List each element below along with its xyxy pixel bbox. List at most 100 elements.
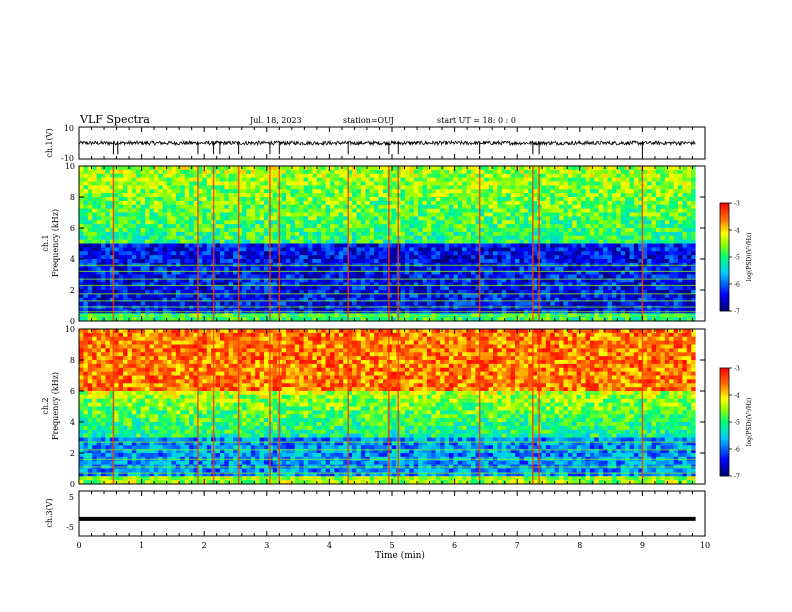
spec-cell (391, 181, 397, 186)
spec-cell (347, 266, 353, 272)
spec-cell (312, 259, 318, 264)
spec-cell (369, 220, 375, 225)
spec-cell (466, 297, 472, 303)
spec-cell (268, 212, 274, 217)
spec-cell (519, 293, 525, 299)
spec-cell (501, 224, 507, 229)
spec-cell (123, 200, 128, 206)
spec-cell (431, 177, 437, 182)
spec-cell (453, 282, 459, 287)
spec-cell (444, 231, 450, 237)
spec-cell (171, 266, 177, 272)
spec-cell (356, 278, 362, 283)
spec-cell (365, 301, 371, 306)
spec-cell (308, 193, 313, 198)
spec-cell (162, 197, 168, 202)
spec-cell (101, 282, 106, 287)
spec-cell (325, 286, 331, 291)
spec-cell (153, 228, 159, 233)
spec-cell (453, 243, 459, 248)
spec-cell (308, 212, 313, 217)
spec-cell (493, 169, 498, 175)
spec-cell (197, 235, 203, 241)
spec-cell (510, 228, 516, 233)
spec-cell (501, 247, 507, 252)
spec-cell (167, 181, 172, 186)
spec-cell (105, 259, 111, 264)
spec-cell (413, 177, 419, 182)
spec-cell (127, 239, 133, 244)
spec-cell (475, 259, 481, 264)
spec-cell (290, 212, 296, 217)
spec-cell (153, 247, 159, 252)
spec-cell (528, 278, 534, 283)
spec-cell (184, 239, 190, 244)
spec-cell (493, 231, 498, 237)
spec-cell (87, 197, 93, 202)
spec-cell (479, 317, 485, 322)
spec-cell (268, 216, 274, 221)
spec-cell (316, 243, 322, 248)
spec-cell (426, 297, 432, 303)
spec-cell (268, 301, 274, 306)
spec-cell (153, 235, 159, 241)
spec-cell (545, 243, 551, 248)
spec-cell (87, 239, 93, 244)
spec-cell (541, 243, 547, 248)
spec-cell (219, 208, 225, 213)
spec-cell (576, 251, 582, 256)
spec-cell (294, 197, 300, 202)
spec-cell (202, 259, 208, 264)
spec-cell (219, 255, 225, 260)
spec-cell (268, 185, 274, 190)
spec-cell (501, 270, 507, 275)
spec-cell (215, 169, 221, 175)
spec-cell (153, 297, 159, 303)
spec-cell (158, 305, 164, 310)
spec-cell (391, 212, 397, 217)
spec-cell (594, 193, 600, 198)
spec-cell (140, 239, 146, 244)
spec-cell (175, 228, 181, 233)
spec-cell (131, 278, 137, 283)
spec-cell (286, 216, 291, 221)
spec-cell (594, 212, 600, 217)
spec-cell (515, 301, 520, 306)
spec-cell (334, 231, 340, 237)
spec-cell (312, 317, 318, 322)
spec-cell (184, 231, 190, 237)
spec-cell (312, 274, 318, 279)
spec-cell (96, 173, 102, 179)
spec-cell (356, 169, 362, 175)
spec-cell (268, 297, 274, 303)
spec-cell (567, 185, 573, 190)
spec-cell (541, 204, 547, 210)
spec-cell (541, 231, 547, 237)
spec-cell (330, 243, 335, 248)
spec-cell (475, 235, 481, 241)
spec-cell (237, 317, 243, 322)
spec-cell (581, 212, 586, 217)
spec-cell (356, 305, 362, 310)
spec-cell (145, 317, 150, 322)
spec-cell (435, 255, 441, 260)
spec-cell (484, 251, 489, 256)
spec-cell (321, 228, 327, 233)
spec-cell (175, 255, 181, 260)
spec-cell (241, 290, 247, 295)
spec-cell (457, 247, 463, 252)
spec-cell (114, 259, 120, 264)
spec-cell (409, 228, 415, 233)
spec-cell (506, 216, 512, 221)
spec-cell (136, 177, 142, 182)
spec-cell (356, 224, 362, 229)
spec-cell (263, 208, 269, 213)
spec-cell (299, 282, 305, 287)
spec-cell (114, 224, 120, 229)
spec-cell (228, 266, 234, 272)
spec-cell (488, 197, 494, 202)
spec-cell (563, 274, 569, 279)
spec-cell (140, 216, 146, 221)
spec-cell (206, 231, 212, 237)
spec-cell (197, 270, 203, 275)
